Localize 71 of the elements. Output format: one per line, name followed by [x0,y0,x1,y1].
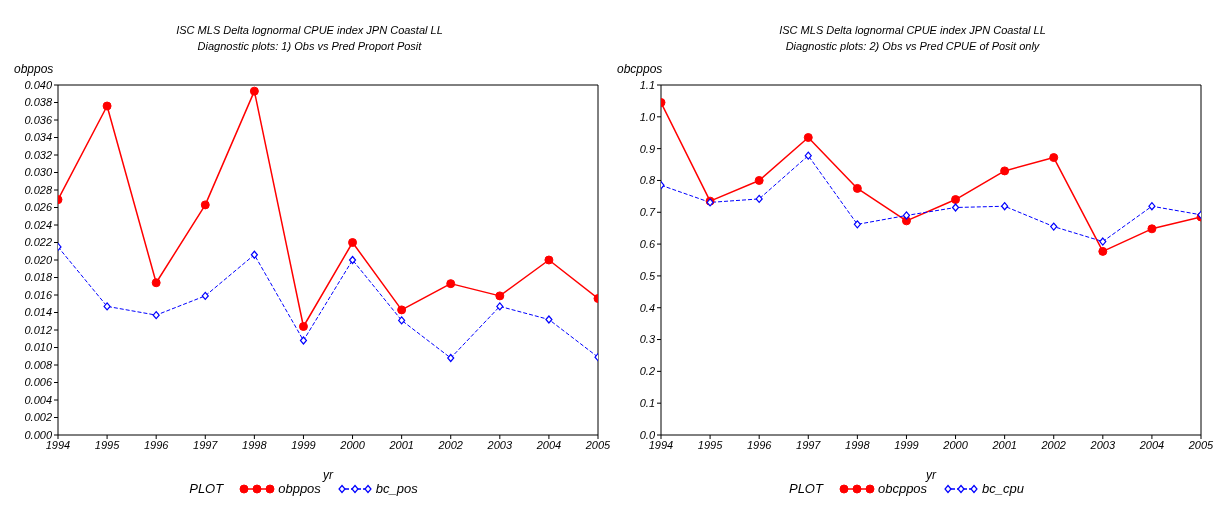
x-tick-label: 1996 [143,438,170,451]
x-tick-label: 1998 [242,438,268,451]
x-tick-label: 2004 [1138,438,1165,451]
y-tick-label: 0.022 [24,236,52,249]
y-tick-label: 0.004 [24,393,52,406]
y-tick-label: 0.030 [24,166,53,179]
y-tick-label: 0.0 [639,428,656,441]
x-tick-label: 2001 [991,438,1017,451]
chart-subtitle: Diagnostic plots: 1) Obs vs Pred Proport Posit [196,39,423,54]
x-tick-label: 2002 [1040,438,1066,451]
y-tick-label: 0.8 [639,174,656,187]
y-tick-label: 0.010 [24,341,53,354]
y-tick-label: 0.020 [24,253,53,266]
y-tick-label: 0.034 [24,131,52,144]
y-tick-label: 0.006 [24,376,53,389]
y-tick-label: 0.5 [639,269,656,282]
y-tick-label: 0.008 [24,358,53,371]
x-tick-label: 1995 [94,438,121,451]
y-tick-label: 0.016 [24,288,53,301]
x-tick-label: 1997 [796,438,822,451]
x-axis-title: yr [322,468,334,482]
y-tick-label: 1.0 [639,110,656,123]
x-tick-label: 2004 [535,438,562,451]
x-tick-label: 1996 [746,438,773,451]
x-tick-label: 2002 [437,438,463,451]
legend-title: PLOT [189,481,224,496]
y-tick-label: 0.026 [24,201,53,214]
chart-title: ISC MLS Delta lognormal CPUE index JPN Coastal LL [778,23,1047,38]
y-tick-label: 0.014 [24,306,52,319]
x-tick-label: 1999 [291,438,316,451]
y-tick-label: 0.018 [24,271,53,284]
chart-title: ISC MLS Delta lognormal CPUE index JPN Coastal LL [175,23,444,38]
y-tick-label: 0.3 [639,333,656,346]
y-tick-label: 0.024 [24,218,52,231]
chart-subtitle: Diagnostic plots: 2) Obs vs Pred CPUE of Posit only [784,39,1041,54]
y-tick-label: 0.028 [24,183,53,196]
y-tick-label: 0.038 [24,96,53,109]
y-tick-label: 0.1 [639,397,655,410]
x-tick-label: 2003 [486,438,513,451]
y-tick-label: 1.1 [639,78,655,91]
x-tick-label: 1994 [648,438,674,451]
x-tick-label: 1994 [45,438,71,451]
legend-label: bc_pos [374,481,418,496]
x-tick-label: 1995 [697,438,724,451]
x-tick-label: 1997 [193,438,219,451]
y-tick-label: 0.036 [24,113,53,126]
x-tick-label: 2005 [1187,438,1215,451]
legend-title: PLOT [788,481,823,496]
x-tick-label: 1999 [894,438,919,451]
x-tick-label: 2003 [1089,438,1116,451]
legend-label: bc_cpu [981,481,1025,496]
y-tick-label: 0.9 [639,142,655,155]
y-axis-title: obppos [14,62,55,76]
y-tick-label: 0.2 [639,365,655,378]
y-axis-title: obcppos [617,62,664,76]
x-tick-label: 1998 [845,438,871,451]
y-tick-label: 0.000 [24,428,53,441]
y-tick-label: 0.012 [24,323,52,336]
x-tick-label: 2000 [339,438,366,451]
y-tick-label: 0.002 [24,411,52,424]
x-tick-label: 2005 [584,438,612,451]
y-tick-label: 0.032 [24,148,52,161]
legend-label: obppos [277,481,321,496]
y-tick-label: 0.4 [639,301,655,314]
x-tick-label: 2001 [388,438,414,451]
x-axis-title: yr [925,468,937,482]
x-tick-label: 2000 [942,438,969,451]
legend-label: obcppos [876,481,928,496]
y-tick-label: 0.040 [24,78,53,91]
y-tick-label: 0.6 [639,238,656,250]
y-tick-label: 0.7 [639,206,656,219]
